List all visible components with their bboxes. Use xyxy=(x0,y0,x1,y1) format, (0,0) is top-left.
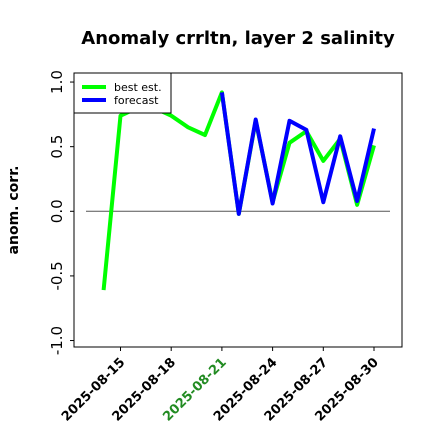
legend-label: best est. xyxy=(114,81,162,94)
series-line-forecast xyxy=(219,92,376,216)
legend-label: forecast xyxy=(114,94,159,107)
y-tick-label: 0.0 xyxy=(48,199,66,223)
plot-area: -1.0-0.50.00.51.02025-08-152025-08-18202… xyxy=(48,70,403,425)
y-tick-label: 1.0 xyxy=(48,70,66,94)
series-line-best-estimate xyxy=(101,90,376,291)
chart-title: Anomaly crrltn, layer 2 salinity xyxy=(81,28,395,49)
plot-frame xyxy=(73,72,403,348)
y-tick-label: -0.5 xyxy=(48,261,66,290)
y-axis-label: anom. corr. xyxy=(6,166,22,255)
y-tick-label: -1.0 xyxy=(48,326,66,355)
legend-box xyxy=(73,72,172,114)
y-tick-label: 0.5 xyxy=(48,135,66,159)
